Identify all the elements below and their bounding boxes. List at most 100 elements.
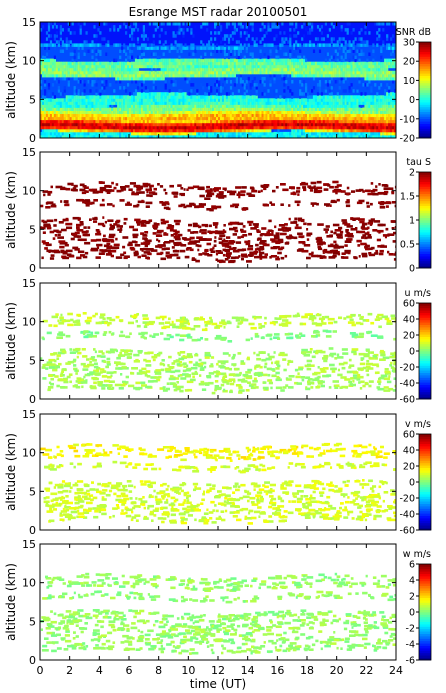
heatmap-cell — [334, 107, 337, 111]
heatmap-cell — [218, 113, 221, 118]
heatmap-cell — [231, 110, 234, 114]
heatmap-cell — [75, 70, 78, 75]
heatmap-cell — [223, 131, 227, 136]
heatmap-cell — [107, 125, 110, 130]
heatmap-cell — [190, 128, 193, 133]
heatmap-cell — [152, 58, 155, 63]
heatmap-cell — [172, 31, 175, 35]
heatmap-cell — [208, 95, 211, 99]
heatmap-cell — [115, 80, 118, 84]
data-point — [157, 239, 161, 243]
heatmap-cell — [239, 43, 242, 47]
heatmap-cell — [115, 70, 118, 75]
heatmap-cell — [150, 61, 153, 66]
heatmap-cell — [133, 92, 136, 96]
heatmap-cell — [97, 122, 100, 127]
heatmap-cell — [237, 58, 240, 63]
heatmap-cell — [140, 116, 144, 121]
heatmap-cell — [231, 34, 234, 38]
heatmap-cell — [134, 104, 138, 108]
heatmap-cell — [87, 67, 90, 72]
heatmap-cell — [362, 107, 365, 111]
heatmap-cell — [338, 46, 341, 50]
heatmap-cell — [79, 28, 82, 32]
heatmap-cell — [77, 43, 80, 47]
heatmap-cell — [196, 58, 199, 63]
heatmap-cell — [269, 116, 272, 121]
heatmap-cell — [384, 119, 387, 124]
data-point — [109, 227, 113, 230]
heatmap-cell — [251, 28, 254, 32]
heatmap-cell — [257, 67, 260, 72]
heatmap-cell — [320, 134, 323, 138]
heatmap-cell — [285, 125, 288, 130]
heatmap-cell — [229, 64, 233, 69]
heatmap-cell — [241, 25, 244, 29]
heatmap-cell — [81, 101, 84, 105]
heatmap-cell — [129, 98, 132, 102]
heatmap-cell — [324, 107, 327, 111]
heatmap-cell — [235, 58, 238, 63]
heatmap-cell — [168, 95, 171, 99]
heatmap-cell — [180, 46, 183, 50]
heatmap-cell — [53, 116, 56, 121]
heatmap-cell — [372, 49, 375, 53]
heatmap-cell — [287, 73, 290, 78]
heatmap-cell — [320, 67, 323, 72]
heatmap-cell — [247, 70, 250, 75]
heatmap-cell — [287, 125, 290, 130]
heatmap-cell — [342, 37, 345, 41]
heatmap-cell — [273, 104, 276, 108]
heatmap-cell — [388, 128, 391, 133]
heatmap-cell — [227, 58, 231, 63]
heatmap-cell — [267, 128, 270, 133]
heatmap-cell — [269, 61, 272, 66]
heatmap-cell — [380, 76, 383, 81]
heatmap-cell — [309, 98, 312, 102]
heatmap-cell — [392, 70, 395, 75]
heatmap-cell — [134, 113, 138, 118]
heatmap-cell — [91, 110, 94, 114]
heatmap-cell — [117, 98, 120, 102]
heatmap-cell — [390, 61, 393, 66]
heatmap-cell — [97, 119, 100, 124]
heatmap-cell — [170, 67, 173, 72]
heatmap-cell — [67, 61, 70, 66]
heatmap-cell — [243, 61, 246, 66]
heatmap-cell — [378, 28, 381, 32]
heatmap-cell — [324, 58, 327, 63]
heatmap-cell — [109, 58, 112, 63]
data-point — [132, 228, 138, 232]
heatmap-cell — [390, 110, 393, 114]
heatmap-cell — [352, 64, 355, 69]
heatmap-cell — [390, 46, 393, 50]
heatmap-cell — [166, 67, 169, 72]
heatmap-cell — [299, 67, 302, 72]
heatmap-cell — [305, 83, 308, 87]
heatmap-cell — [261, 131, 264, 136]
heatmap-cell — [295, 64, 298, 69]
heatmap-cell — [140, 64, 144, 69]
heatmap-cell — [303, 34, 306, 38]
heatmap-cell — [129, 25, 132, 29]
heatmap-cell — [380, 55, 383, 60]
heatmap-cell — [65, 131, 68, 136]
heatmap-cell — [53, 76, 56, 81]
heatmap-cell — [352, 125, 355, 130]
heatmap-cell — [140, 83, 144, 87]
heatmap-cell — [352, 119, 355, 124]
heatmap-cell — [334, 58, 337, 63]
heatmap-cell — [79, 110, 82, 114]
heatmap-cell — [297, 125, 300, 130]
heatmap-cell — [178, 22, 181, 26]
heatmap-cell — [223, 116, 227, 121]
heatmap-cell — [174, 73, 177, 78]
heatmap-cell — [212, 107, 215, 111]
data-point — [177, 243, 183, 246]
heatmap-cell — [212, 110, 215, 114]
heatmap-cell — [390, 73, 393, 78]
heatmap-cell — [67, 80, 70, 84]
heatmap-cell — [87, 61, 90, 66]
heatmap-cell — [146, 113, 149, 118]
heatmap-cell — [394, 110, 396, 114]
